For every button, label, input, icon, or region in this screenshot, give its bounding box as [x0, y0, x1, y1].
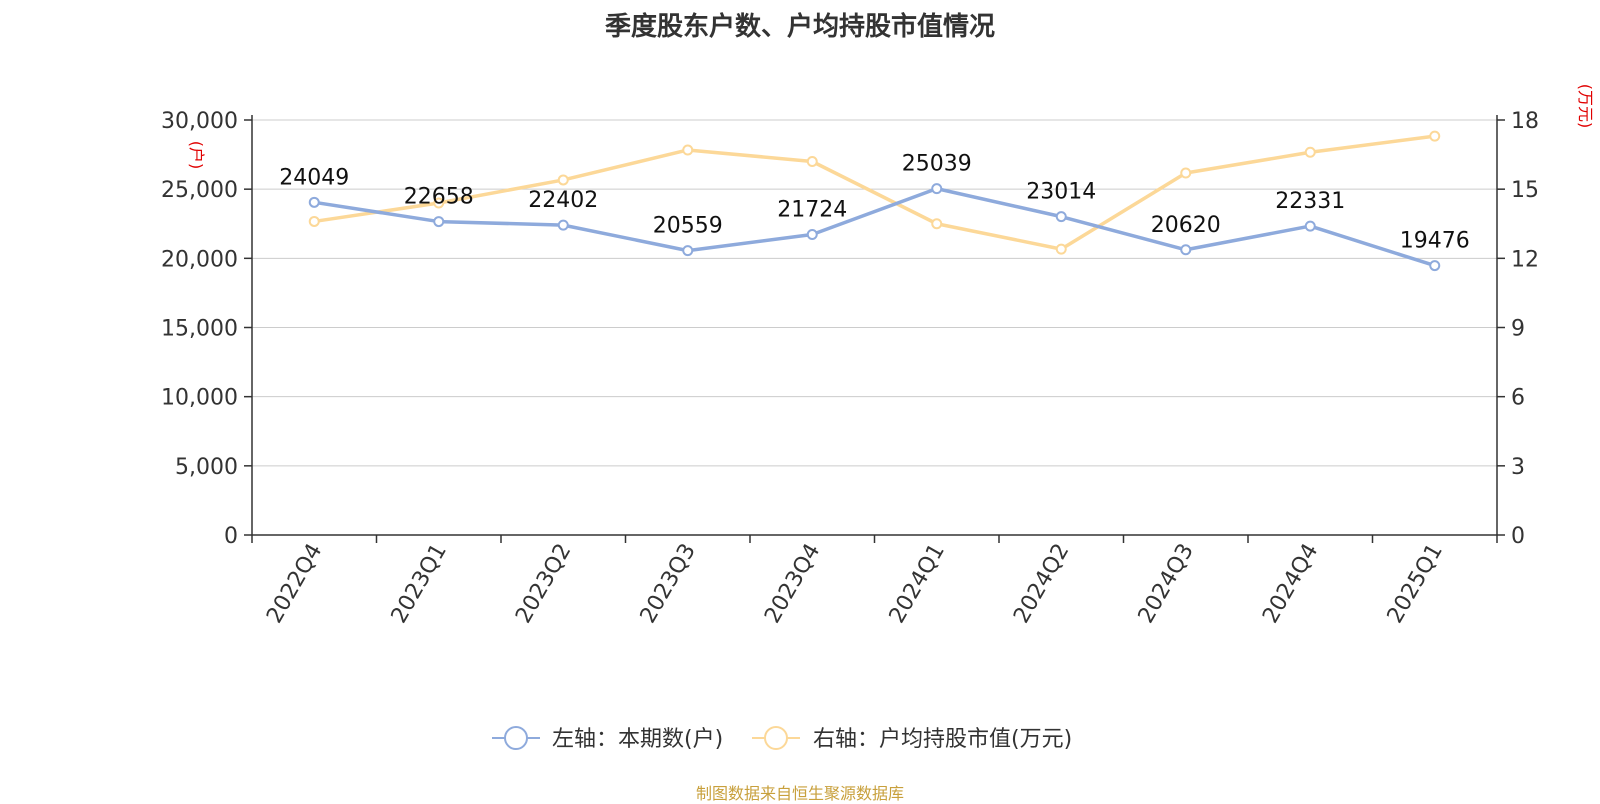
x-tick-label: 2024Q1 [885, 540, 950, 628]
data-label: 22402 [528, 188, 598, 213]
chart-title: 季度股东户数、户均持股市值情况 [604, 12, 995, 42]
x-tick-label: 2023Q2 [511, 540, 576, 628]
series-0-point [1055, 211, 1067, 223]
grid-lines [252, 119, 1497, 467]
series-line-0 [313, 186, 1436, 268]
series-1-point [1180, 167, 1192, 179]
series-1-point [682, 144, 694, 156]
left-tick-label: 5,000 [175, 455, 238, 480]
series-0-point [433, 216, 445, 228]
legend-marker-1 [764, 726, 788, 750]
series-1-point [806, 156, 818, 167]
right-tick-label: 9 [1511, 317, 1525, 342]
legend-marker-0 [504, 726, 528, 750]
series-0-point [931, 183, 943, 195]
series-0-point [1429, 260, 1441, 272]
data-label: 21724 [777, 197, 847, 222]
legend: 左轴：本期数(户) 右轴：户均持股市值(万元) [492, 726, 1072, 752]
legend-label-0: 左轴：本期数(户) [552, 727, 723, 752]
right-tick-label: 12 [1511, 247, 1539, 272]
legend-label-1: 右轴：户均持股市值(万元) [813, 727, 1072, 752]
series-line-1 [313, 134, 1435, 251]
chart-canvas: 0 5,000 10,000 15,000 20,000 25,000 30,000 0 3 6… [161, 84, 1595, 752]
data-label: 25039 [902, 152, 972, 177]
x-tick-label: 2023Q1 [387, 540, 452, 628]
left-axis-unit: (户) [187, 141, 206, 170]
series-0-point [1304, 220, 1316, 232]
data-source-note: 制图数据来自恒生聚源数据库 [695, 784, 904, 803]
left-tick-label: 0 [224, 524, 238, 549]
series-1-point [931, 218, 943, 230]
left-axis-ticks: 0 5,000 10,000 15,000 20,000 25,000 30,000 [161, 109, 252, 549]
data-label: 20620 [1151, 213, 1221, 238]
right-tick-label: 18 [1511, 109, 1539, 134]
x-tick-label: 2024Q2 [1009, 540, 1074, 628]
series-1-point [1304, 146, 1316, 158]
series-0-point [1180, 244, 1192, 256]
data-label: 23014 [1026, 180, 1096, 205]
data-label: 24049 [279, 165, 349, 190]
data-label: 22331 [1275, 189, 1345, 214]
series-1-point [1055, 243, 1067, 255]
series-0-point [557, 219, 569, 231]
x-tick-label: 2024Q4 [1258, 540, 1323, 628]
right-tick-label: 3 [1511, 455, 1525, 480]
left-tick-label: 15,000 [161, 317, 238, 342]
series-layer [308, 130, 1441, 272]
x-tick-label: 2023Q4 [760, 540, 825, 628]
left-tick-label: 20,000 [161, 247, 238, 272]
data-labels: 24049 22658 22402 20559 21724 25039 23014 20620… [279, 152, 1470, 254]
axes [251, 115, 1498, 536]
left-tick-label: 25,000 [161, 178, 238, 203]
x-tick-label: 2024Q3 [1134, 540, 1199, 628]
series-1-point [557, 174, 569, 186]
right-tick-label: 6 [1511, 386, 1525, 411]
left-tick-label: 30,000 [161, 109, 238, 134]
right-tick-label: 15 [1511, 178, 1539, 203]
x-axis-ticks: 2022Q4 2023Q1 2023Q2 2023Q3 2023Q4 2024Q1 2024… [251, 535, 1498, 628]
series-0-point [806, 228, 818, 240]
right-axis-unit: (万元) [1576, 84, 1595, 129]
left-tick-label: 10,000 [161, 386, 238, 411]
x-tick-label: 2023Q3 [636, 540, 701, 628]
series-1-point [1429, 130, 1441, 142]
right-axis-ticks: 0 3 6 9 12 15 18 [1497, 109, 1539, 549]
series-1-point [308, 215, 320, 227]
series-1-point [433, 197, 445, 209]
x-tick-label: 2022Q4 [262, 540, 327, 628]
series-0-point [308, 196, 320, 208]
data-label: 20559 [653, 214, 723, 239]
data-label: 19476 [1400, 229, 1470, 254]
data-label: 22658 [404, 185, 474, 210]
x-tick-label: 2025Q1 [1383, 540, 1448, 628]
series-0-point [682, 245, 694, 257]
right-tick-label: 0 [1511, 524, 1525, 549]
